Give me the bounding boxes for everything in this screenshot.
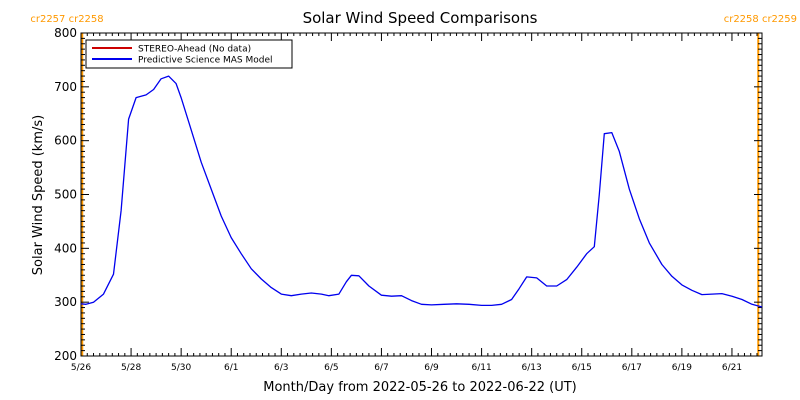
y-tick-label: 500: [54, 188, 77, 202]
x-tick-label: 6/19: [672, 363, 692, 373]
x-tick-label: 5/30: [171, 363, 191, 373]
x-tick-label: 6/3: [274, 363, 288, 373]
x-tick-label: 6/9: [424, 363, 439, 373]
chart-title: Solar Wind Speed Comparisons: [303, 9, 538, 27]
x-axis: 5/26 5/28 5/30 6/1 6/3 6/5 6/7 6/9 6/11 6/13 6/15 6…: [71, 33, 758, 373]
x-tick-label: 6/7: [374, 363, 388, 373]
x-tick-label: 5/26: [71, 363, 91, 373]
y-tick-label: 700: [54, 80, 77, 94]
plot-frame: [80, 32, 763, 357]
x-tick-label: 6/1: [224, 363, 238, 373]
legend-label: STEREO-Ahead (No data): [138, 45, 251, 55]
series-layer: [80, 75, 763, 308]
x-tick-label: 6/13: [522, 363, 542, 373]
carrington-marker-label: cr2257 cr2258: [30, 14, 103, 25]
x-tick-label: 6/11: [471, 363, 491, 373]
x-tick-label: 6/21: [722, 363, 742, 373]
legend: STEREO-Ahead (No data)Predictive Science…: [85, 39, 293, 69]
x-axis-label: Month/Day from 2022-05-26 to 2022-06-22 …: [263, 380, 576, 395]
carrington-marker-label: cr2258 cr2259: [724, 14, 797, 25]
x-tick-label: 5/28: [121, 363, 141, 373]
y-tick-label: 200: [54, 349, 77, 363]
x-tick-label: 6/17: [622, 363, 642, 373]
x-tick-label: 6/15: [572, 363, 592, 373]
legend-box: [85, 39, 293, 69]
y-tick-label: 800: [54, 26, 77, 40]
legend-label: Predictive Science MAS Model: [138, 56, 273, 66]
y-tick-label: 300: [54, 295, 77, 309]
y-axis-label: Solar Wind Speed (km/s): [31, 115, 46, 275]
y-tick-label: 400: [54, 241, 77, 255]
y-tick-label: 600: [54, 134, 77, 148]
series-line-mas-model: [80, 75, 763, 308]
x-tick-label: 6/5: [324, 363, 338, 373]
y-axis: 200 300 400 500 600 700 800: [54, 26, 762, 363]
